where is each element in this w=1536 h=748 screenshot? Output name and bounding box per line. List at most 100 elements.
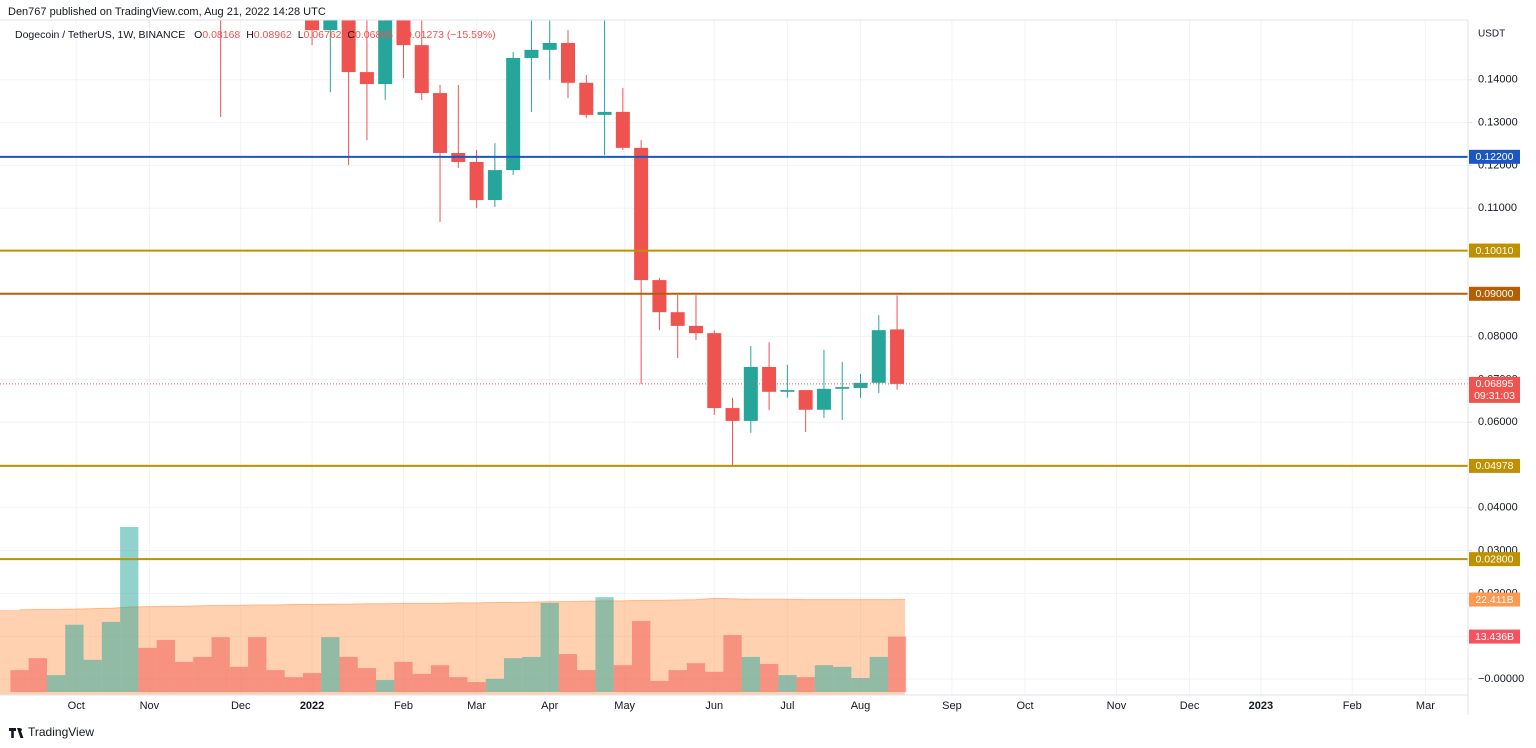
volume-bar [156,640,175,692]
y-tick-label: 0.08000 [1478,330,1518,342]
x-tick-label: Nov [1107,700,1127,712]
candle-body [597,111,612,115]
level-layer [0,155,1468,561]
candle-body [378,20,393,85]
last-price-bg [1469,376,1520,403]
candle-body [414,45,429,94]
volume-bar [686,663,706,692]
y-tick-label: 0.06000 [1478,416,1518,428]
ohlc-key: H [246,29,254,41]
x-tick-label: May [614,700,635,712]
candle-body [469,161,484,201]
footer-logo [9,728,24,738]
volume-bar [266,670,285,692]
x-tick-label: Mar [467,700,486,712]
publisher-note: Den767 published on TradingView.com, Aug… [8,6,326,18]
volume-bar [595,597,614,692]
volume-bar [887,636,907,692]
volume-bar [869,656,888,692]
candle-body [743,366,758,421]
x-tick-label: Aug [851,700,871,712]
candle-body [341,20,356,73]
volume-bar [449,677,468,692]
x-tick-label: 2023 [1249,700,1273,712]
x-tick-label: Oct [1016,700,1033,712]
level-label-bg [1469,243,1520,258]
candle-body [688,325,703,334]
volume-bar [193,656,212,692]
candle-body [524,49,539,58]
volume-ma-label-bg [1469,592,1520,607]
volume-bar [668,670,687,692]
volume-bar [558,654,578,692]
volume-bar [321,637,340,692]
candle-layer [220,20,905,468]
volume-bar [302,673,322,692]
level-label: 0.02800 [1476,553,1514,565]
volume-bar [412,673,431,692]
x-tick-label: Apr [541,700,558,712]
candle-body [506,57,521,171]
volume-bar [833,666,852,692]
currency-label: USDT [1478,29,1505,40]
x-tick-label: Jul [780,700,794,712]
ohlc-key: C [347,29,355,41]
y-tick-label: 0.04000 [1478,502,1518,514]
level-label-bg [1469,286,1520,301]
x-tick-label: Jun [705,700,723,712]
candle-body [762,366,777,392]
volume-layer [0,527,907,695]
x-tick-label: Dec [231,700,251,712]
volume-bar [723,635,742,692]
volume-bar [229,666,249,692]
volume-ma-line [19,597,906,611]
candle-body [816,388,831,410]
change-value: −0.01273 (−15.59%) [400,29,496,41]
level-label: 0.10010 [1476,245,1514,257]
volume-bar [28,658,47,692]
y-tick-label: 0.14000 [1478,74,1518,86]
x-tick-label: Feb [1343,700,1362,712]
volume-bar [284,677,303,692]
volume-bar [10,670,29,692]
footer-brand: TradingView [28,725,94,739]
volume-bar [741,656,760,692]
volume-bar [430,665,450,692]
volume-bar [339,656,358,692]
volume-bar [540,602,559,692]
candle-body [579,82,594,115]
candle-body [561,42,576,83]
candle-body [542,42,557,50]
ohlc-value: 0.06762 [304,29,342,41]
ohlc-key: O [194,29,202,41]
volume-bar [120,527,139,692]
ohlc-value: 0.08962 [254,29,292,41]
logo-dot [19,728,22,731]
volume-bar [376,680,395,692]
volume-bar [778,675,797,692]
legend: Dogecoin / TetherUS, 1W, BINANCE O0.0816… [15,29,496,41]
volume-bar [504,658,523,692]
candle-body [634,147,649,281]
y-tick-label: 0.11000 [1478,202,1517,214]
candle-body [433,93,448,153]
volume-bar [814,665,834,692]
volume-bar [650,680,669,692]
volume-bar [46,675,66,692]
volume-bar [211,637,230,692]
x-tick-label: 2022 [300,700,324,712]
volume-bar [138,647,157,692]
x-tick-label: Mar [1416,700,1435,712]
candle-body [396,20,411,46]
x-tick-label: Nov [140,700,160,712]
symbol-name: Dogecoin / TetherUS, 1W, BINANCE [15,29,185,41]
volume-label-bg [1469,629,1520,644]
level-label: 0.04978 [1476,460,1514,472]
candle-body [359,72,374,85]
candle-body [652,280,667,313]
candle-body [305,20,320,31]
y-tick-label: −0.00000 [1478,673,1524,685]
level-label: 0.09000 [1476,288,1514,300]
